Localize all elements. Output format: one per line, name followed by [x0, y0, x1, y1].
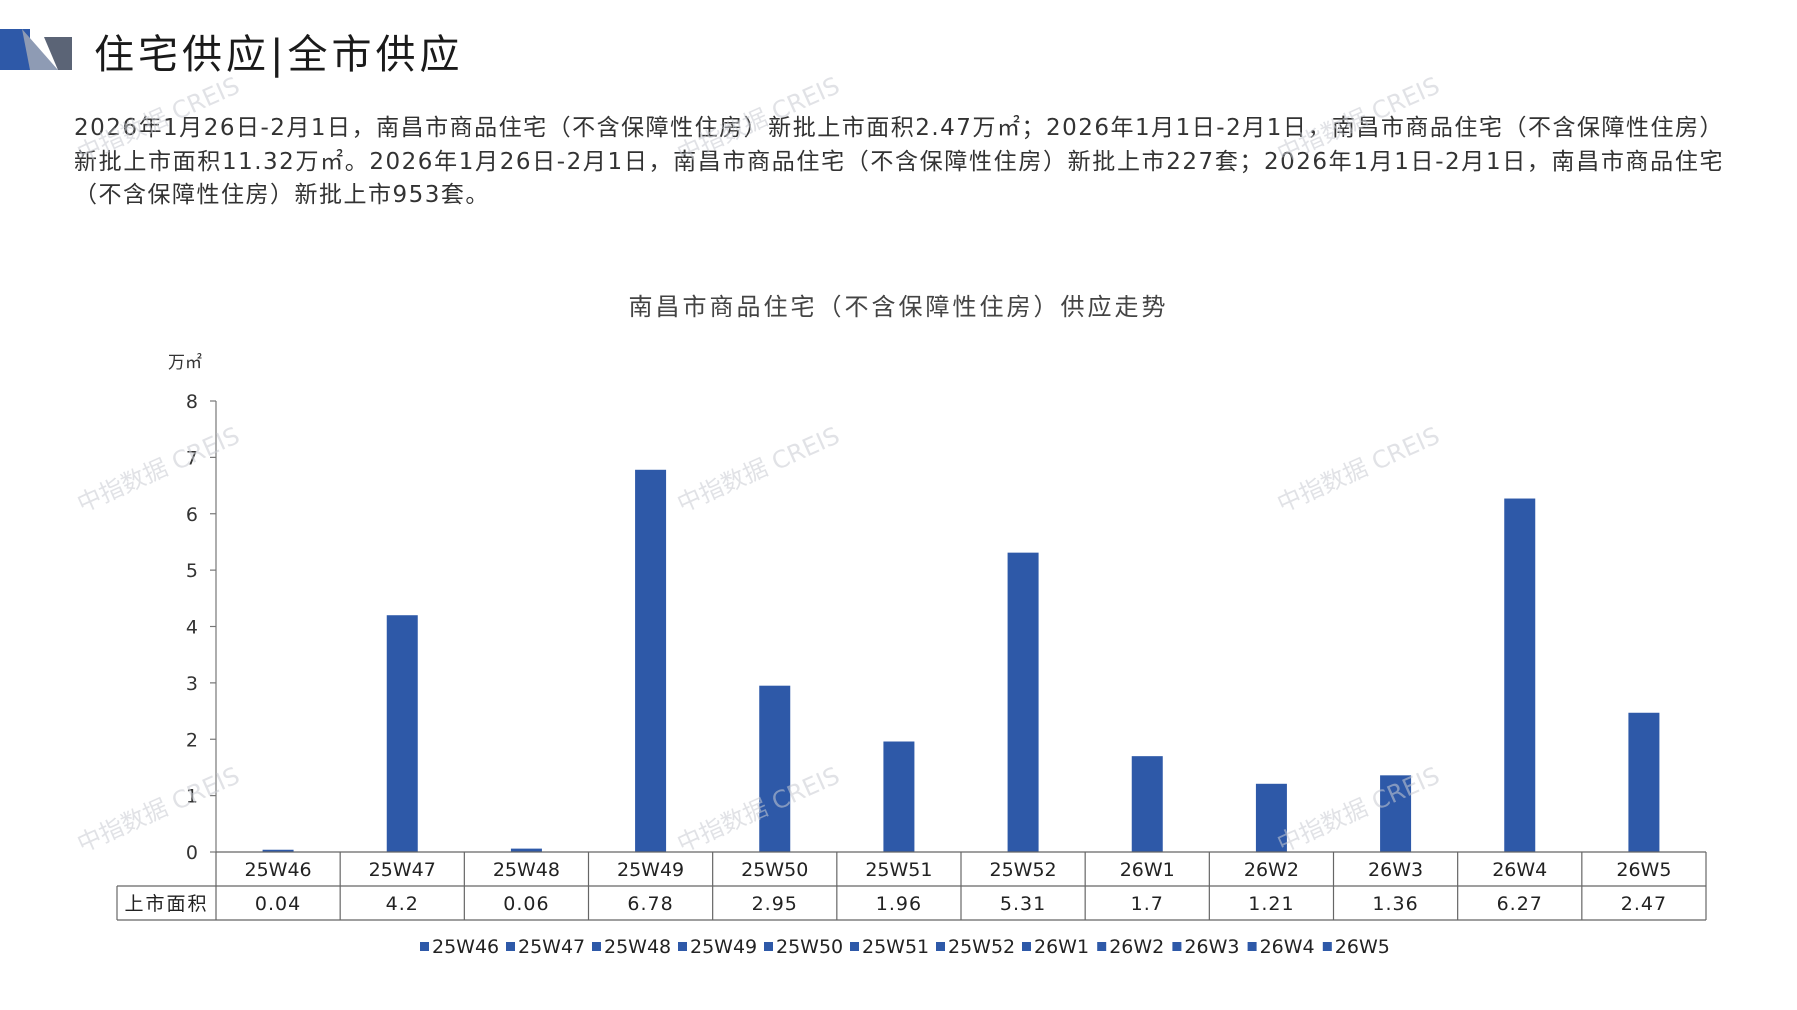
legend-swatch: [764, 942, 773, 951]
bar: [1628, 712, 1660, 852]
brand-logo: [0, 29, 72, 70]
x-tick-label: 26W4: [1492, 859, 1547, 881]
legend-label: 25W50: [776, 936, 843, 958]
legend-label: 26W1: [1034, 936, 1089, 958]
x-tick-label: 26W1: [1120, 859, 1175, 881]
y-tick-label: 5: [186, 560, 198, 582]
bar: [1504, 498, 1536, 852]
legend-swatch: [1172, 942, 1182, 951]
summary-paragraph: 2026年1月26日-2月1日，南昌市商品住宅（不含保障性住房）新批上市面积2.…: [74, 115, 1724, 208]
y-tick-label: 7: [186, 447, 198, 469]
data-label: 2.47: [1621, 893, 1667, 915]
legend-swatch: [1022, 942, 1031, 951]
legend-swatch: [420, 942, 429, 951]
x-tick-label: 25W52: [990, 859, 1057, 881]
legend-label: 25W46: [432, 936, 499, 958]
x-tick-label: 25W47: [369, 859, 436, 881]
data-label: 4.2: [386, 893, 419, 915]
x-tick-label: 25W49: [617, 859, 684, 881]
page-title: 住宅供应|全市供应: [94, 32, 464, 78]
legend-label: 25W49: [690, 936, 757, 958]
legend-swatch: [1097, 942, 1107, 951]
x-tick-label: 25W51: [865, 859, 932, 881]
data-label: 2.95: [752, 893, 798, 915]
y-tick-label: 1: [186, 786, 198, 808]
bar: [386, 615, 418, 852]
y-tick-label: 4: [186, 617, 198, 639]
x-tick-label: 26W2: [1244, 859, 1299, 881]
bar: [1131, 756, 1163, 852]
bar: [1255, 783, 1287, 852]
legend-label: 26W2: [1109, 936, 1164, 958]
legend-swatch: [506, 942, 515, 951]
data-label: 6.78: [627, 893, 673, 915]
data-label: 5.31: [1000, 893, 1046, 915]
bar: [1007, 552, 1039, 852]
legend-swatch: [850, 942, 859, 951]
data-label: 1.36: [1372, 893, 1418, 915]
data-label: 1.7: [1131, 893, 1164, 915]
bar: [1380, 775, 1412, 852]
legend-swatch: [1247, 942, 1257, 951]
data-label: 6.27: [1497, 893, 1543, 915]
bar: [635, 469, 667, 852]
chart-title: 南昌市商品住宅（不含保障性住房）供应走势: [628, 293, 1169, 321]
bar: [510, 848, 542, 852]
legend-label: 25W48: [604, 936, 671, 958]
table-row-header: 上市面积: [124, 893, 208, 915]
legend-label: 26W4: [1260, 936, 1315, 958]
bar: [262, 849, 294, 852]
data-label: 0.06: [503, 893, 549, 915]
legend-swatch: [936, 942, 945, 951]
legend-swatch: [1322, 942, 1332, 951]
y-tick-label: 6: [186, 504, 198, 526]
bar: [883, 741, 915, 852]
legend-swatch: [678, 942, 687, 951]
legend-label: 25W47: [518, 936, 585, 958]
legend-label: 26W3: [1184, 936, 1239, 958]
legend-label: 26W5: [1335, 936, 1390, 958]
bar: [759, 685, 791, 852]
data-label: 1.21: [1248, 893, 1294, 915]
y-tick-label: 3: [186, 673, 198, 695]
y-axis-label: 万㎡: [168, 353, 202, 373]
y-tick-label: 2: [186, 729, 198, 751]
legend-label: 25W52: [948, 936, 1015, 958]
y-tick-label: 8: [186, 391, 198, 413]
y-tick-label: 0: [186, 842, 198, 864]
x-tick-label: 25W50: [741, 859, 808, 881]
data-label: 1.96: [876, 893, 922, 915]
legend-swatch: [592, 942, 601, 951]
x-tick-label: 26W5: [1616, 859, 1671, 881]
x-tick-label: 25W48: [493, 859, 560, 881]
x-tick-label: 26W3: [1368, 859, 1423, 881]
data-label: 0.04: [255, 893, 301, 915]
legend-label: 25W51: [862, 936, 929, 958]
x-tick-label: 25W46: [245, 859, 312, 881]
